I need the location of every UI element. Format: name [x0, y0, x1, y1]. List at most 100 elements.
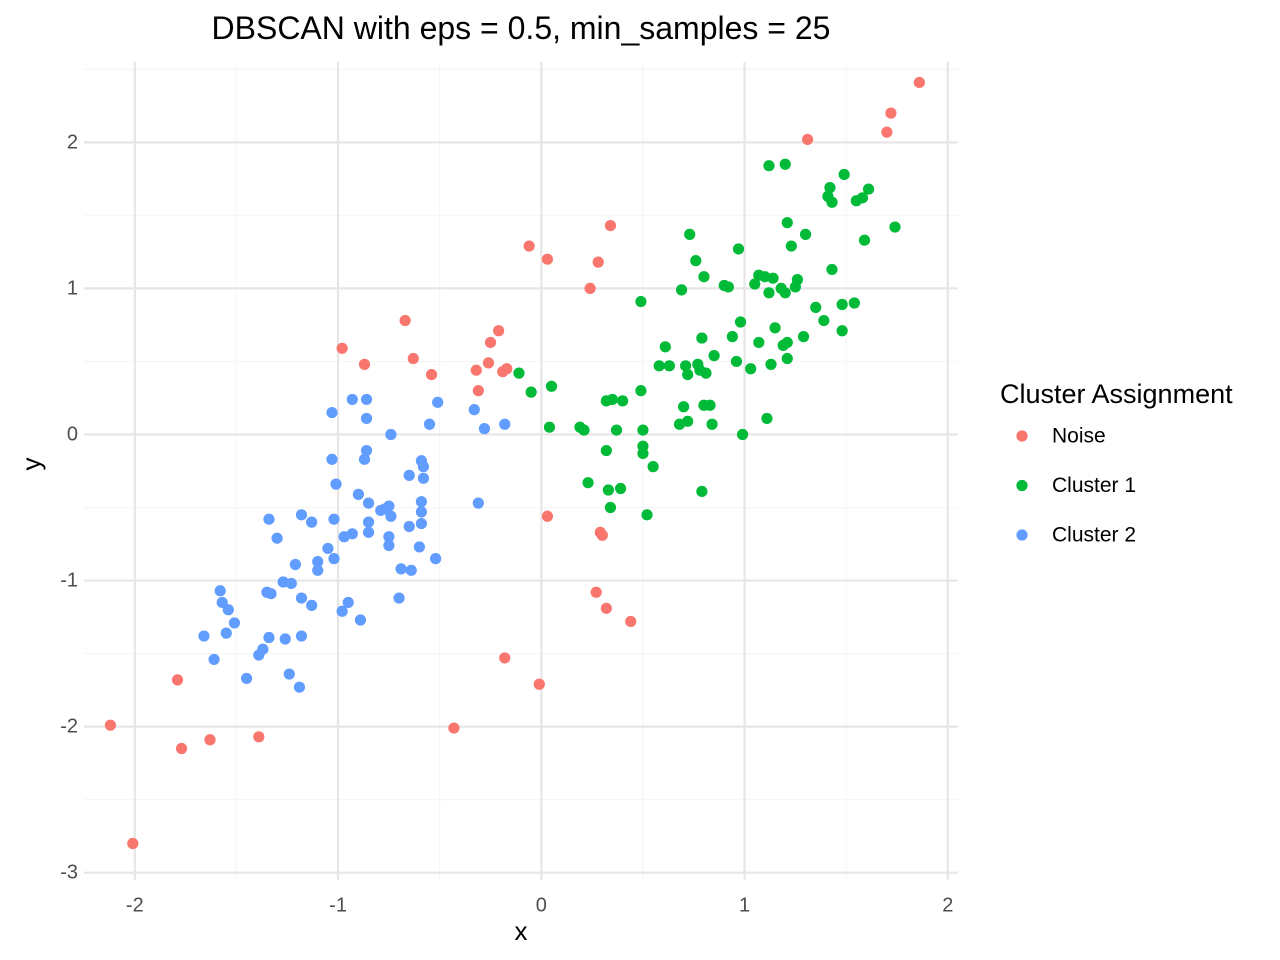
- point-noise: [171, 674, 184, 686]
- point-cluster-1: [610, 424, 623, 436]
- point-cluster-2: [283, 668, 295, 680]
- point-cluster-2: [346, 528, 358, 540]
- point-cluster-2: [393, 592, 405, 604]
- point-noise: [584, 282, 596, 295]
- y-axis-tick-labels: -3 -2 -1 0 1 2: [60, 131, 78, 883]
- point-noise: [253, 731, 265, 743]
- point-cluster-2: [342, 596, 354, 609]
- x-tick-label: 0: [536, 895, 547, 917]
- y-tick-label: 1: [67, 277, 78, 299]
- point-cluster-2: [306, 599, 318, 611]
- point-cluster-2: [228, 617, 241, 629]
- point-cluster-1: [543, 421, 556, 433]
- point-cluster-1: [675, 284, 688, 296]
- point-cluster-2: [403, 520, 415, 533]
- point-cluster-1: [513, 367, 525, 379]
- point-cluster-1: [767, 272, 779, 284]
- point-cluster-2: [263, 631, 275, 644]
- point-cluster-1: [838, 168, 850, 181]
- point-cluster-1: [732, 243, 745, 255]
- point-cluster-1: [663, 360, 675, 372]
- point-cluster-1: [635, 295, 647, 308]
- point-cluster-2: [295, 592, 308, 604]
- x-tick-label: 1: [739, 895, 750, 917]
- point-cluster-2: [312, 555, 324, 568]
- point-cluster-2: [415, 517, 428, 530]
- point-noise: [885, 107, 897, 119]
- point-cluster-2: [478, 423, 491, 435]
- point-cluster-2: [385, 510, 397, 522]
- point-cluster-1: [602, 484, 615, 496]
- point-cluster-1: [765, 358, 777, 370]
- point-noise: [590, 586, 602, 598]
- point-cluster-1: [826, 263, 838, 276]
- legend-key-cluster-2: [1016, 529, 1028, 541]
- point-cluster-2: [257, 643, 269, 655]
- point-cluster-1: [797, 331, 810, 343]
- point-cluster-1: [545, 380, 558, 392]
- point-noise: [600, 602, 612, 614]
- point-cluster-1: [779, 158, 791, 170]
- point-noise: [493, 325, 505, 337]
- point-cluster-2: [222, 604, 234, 616]
- point-cluster-1: [647, 461, 659, 473]
- legend: Cluster Assignment Noise Cluster 1 Cluster…: [1000, 379, 1233, 547]
- point-cluster-2: [326, 453, 338, 465]
- point-noise: [204, 734, 216, 746]
- legend-label-cluster-2: Cluster 2: [1052, 524, 1136, 547]
- point-cluster-2: [413, 541, 425, 553]
- point-cluster-2: [328, 553, 340, 565]
- point-noise: [399, 314, 411, 327]
- point-cluster-1: [704, 399, 716, 411]
- point-cluster-2: [468, 404, 480, 416]
- y-tick-label: -2: [60, 716, 78, 738]
- point-cluster-1: [799, 228, 812, 240]
- point-cluster-1: [781, 217, 793, 229]
- point-cluster-1: [781, 352, 793, 365]
- point-cluster-1: [690, 255, 702, 267]
- point-cluster-1: [698, 271, 710, 283]
- x-axis-tick-labels: -2 -1 0 1 2: [126, 895, 953, 917]
- point-noise: [484, 336, 497, 349]
- point-cluster-1: [761, 412, 773, 425]
- point-cluster-2: [328, 513, 340, 525]
- point-noise: [801, 133, 814, 146]
- point-cluster-2: [383, 500, 395, 512]
- point-noise: [501, 363, 513, 375]
- point-noise: [470, 364, 482, 376]
- point-cluster-2: [263, 513, 275, 525]
- legend-key-cluster-1: [1016, 479, 1028, 492]
- point-noise: [604, 220, 617, 232]
- y-tick-label: 0: [67, 423, 78, 445]
- legend-label-cluster-1: Cluster 1: [1052, 474, 1136, 497]
- point-cluster-1: [836, 325, 848, 337]
- point-cluster-2: [432, 396, 444, 408]
- point-cluster-1: [604, 501, 617, 514]
- point-cluster-2: [362, 516, 375, 528]
- point-cluster-1: [525, 386, 537, 398]
- chart-title: DBSCAN with eps = 0.5, min_samples = 25: [212, 10, 831, 46]
- point-noise: [448, 722, 460, 734]
- point-cluster-2: [279, 633, 291, 645]
- point-noise: [127, 837, 139, 850]
- point-cluster-1: [781, 336, 793, 349]
- point-cluster-1: [749, 278, 761, 290]
- point-cluster-2: [385, 428, 397, 441]
- point-cluster-2: [362, 526, 375, 538]
- point-cluster-2: [360, 393, 373, 406]
- point-noise: [523, 240, 535, 252]
- point-noise: [407, 352, 419, 365]
- point-cluster-1: [606, 393, 619, 406]
- point-cluster-1: [810, 301, 822, 313]
- point-cluster-1: [785, 240, 797, 252]
- point-cluster-1: [600, 444, 612, 457]
- point-cluster-2: [312, 564, 324, 576]
- point-cluster-1: [637, 447, 649, 460]
- point-cluster-1: [858, 234, 871, 246]
- point-cluster-2: [285, 577, 297, 590]
- point-cluster-1: [637, 424, 649, 436]
- point-cluster-1: [763, 160, 775, 172]
- point-noise: [913, 76, 925, 89]
- point-cluster-1: [706, 418, 718, 430]
- y-tick-label: -1: [60, 570, 78, 592]
